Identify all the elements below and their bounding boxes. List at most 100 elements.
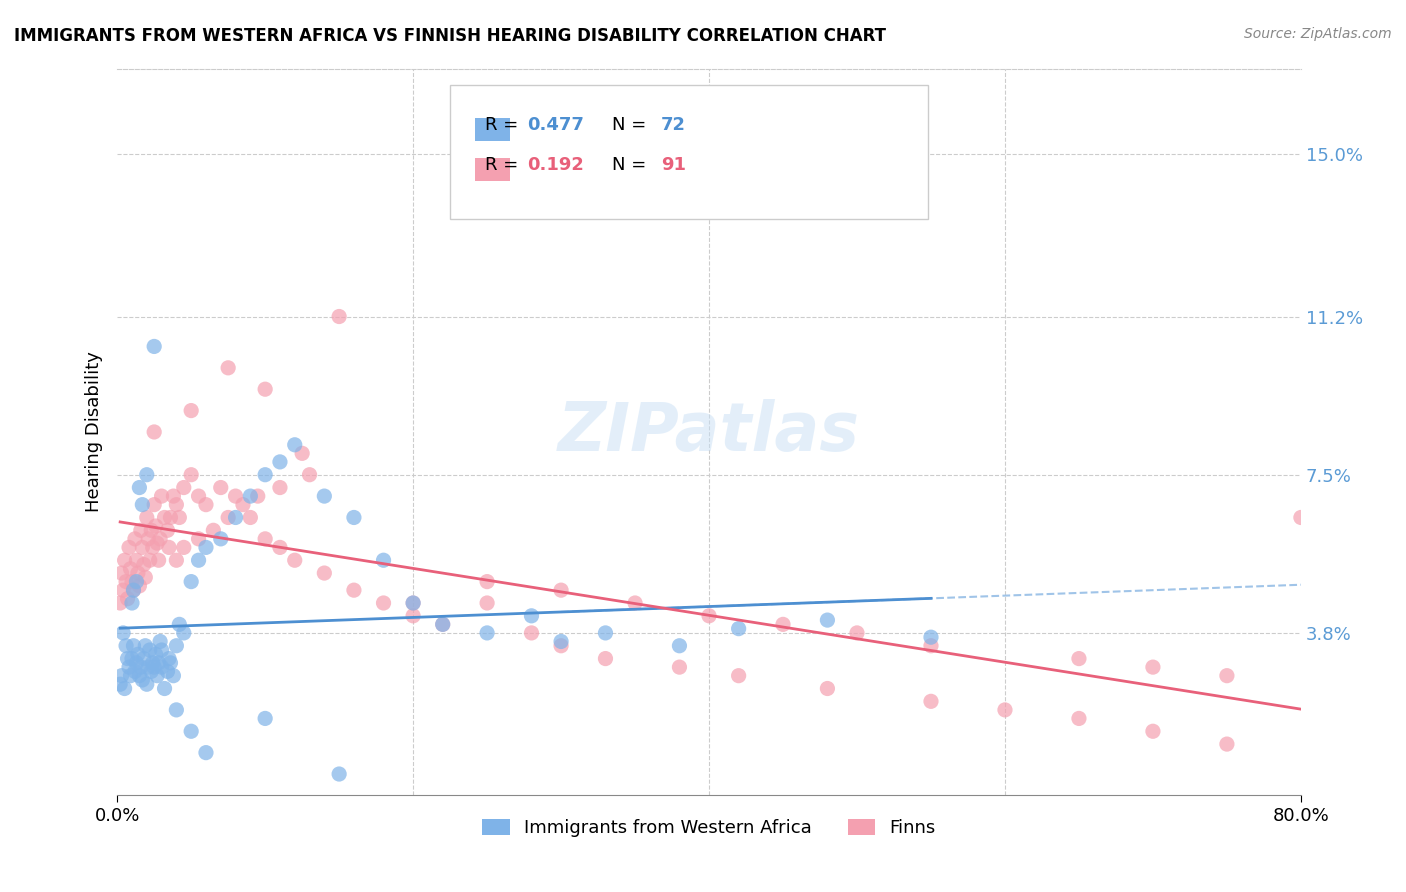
Point <box>239 510 262 524</box>
Point <box>156 665 179 679</box>
Point <box>187 553 209 567</box>
Point <box>194 498 217 512</box>
Point <box>1216 668 1239 682</box>
Point <box>165 639 187 653</box>
Point <box>402 596 425 610</box>
Point <box>134 639 156 653</box>
Point <box>159 656 181 670</box>
Point <box>550 634 572 648</box>
Text: 0.477: 0.477 <box>527 116 583 134</box>
Point <box>432 617 454 632</box>
Point <box>122 639 145 653</box>
Point <box>114 553 136 567</box>
Point <box>284 553 307 567</box>
Point <box>169 617 191 632</box>
Legend: Immigrants from Western Africa, Finns: Immigrants from Western Africa, Finns <box>475 812 943 845</box>
Point <box>129 524 152 538</box>
Point <box>157 541 180 555</box>
Point <box>150 660 173 674</box>
Point <box>139 643 162 657</box>
Point <box>149 634 172 648</box>
Point <box>624 596 647 610</box>
Point <box>111 566 134 580</box>
Point <box>149 532 172 546</box>
Point <box>846 626 869 640</box>
Point <box>432 617 454 632</box>
Point <box>1142 724 1164 739</box>
Point <box>135 467 157 482</box>
Point <box>180 467 202 482</box>
Point <box>475 626 498 640</box>
Point <box>117 651 139 665</box>
Text: 0.192: 0.192 <box>527 156 583 174</box>
Point <box>128 668 150 682</box>
Point <box>772 617 794 632</box>
Point <box>402 596 425 610</box>
Point <box>131 541 153 555</box>
Point <box>136 532 159 546</box>
Point <box>120 562 142 576</box>
Text: N =: N = <box>612 116 651 134</box>
Point <box>328 767 350 781</box>
Point <box>157 651 180 665</box>
Text: Source: ZipAtlas.com: Source: ZipAtlas.com <box>1244 27 1392 41</box>
Text: R =: R = <box>485 116 524 134</box>
Point <box>920 694 942 708</box>
Point <box>145 519 167 533</box>
Point <box>217 360 239 375</box>
Point <box>146 668 169 682</box>
Point <box>697 608 720 623</box>
Text: 72: 72 <box>661 116 686 134</box>
Point <box>668 639 690 653</box>
Point <box>165 703 187 717</box>
Point <box>122 583 145 598</box>
Text: R =: R = <box>485 156 524 174</box>
Point <box>314 489 336 503</box>
Point <box>165 498 187 512</box>
Point <box>194 541 217 555</box>
Point <box>165 553 187 567</box>
Point <box>143 425 166 439</box>
Point <box>121 574 143 589</box>
Point <box>156 524 179 538</box>
Text: N =: N = <box>612 156 651 174</box>
Point <box>1067 711 1090 725</box>
Text: ZIPatlas: ZIPatlas <box>558 399 860 465</box>
Point <box>254 711 277 725</box>
Point <box>115 574 138 589</box>
Point <box>162 668 184 682</box>
Point <box>291 446 314 460</box>
Point <box>150 489 173 503</box>
Point <box>135 677 157 691</box>
Point <box>269 455 291 469</box>
Point <box>254 382 277 396</box>
Point <box>153 510 176 524</box>
Point <box>1289 510 1312 524</box>
Point <box>136 660 159 674</box>
Point <box>115 639 138 653</box>
Point <box>225 489 247 503</box>
Point <box>180 724 202 739</box>
Point <box>145 648 167 662</box>
Point <box>118 541 141 555</box>
Point <box>920 639 942 653</box>
Point <box>373 553 395 567</box>
Point <box>373 596 395 610</box>
Point <box>125 656 148 670</box>
Point <box>114 681 136 696</box>
Point <box>146 536 169 550</box>
Point <box>328 310 350 324</box>
Point <box>187 489 209 503</box>
Point <box>117 591 139 606</box>
Point <box>298 467 321 482</box>
Point <box>232 498 254 512</box>
Point <box>162 489 184 503</box>
Point <box>173 541 195 555</box>
Point <box>343 510 366 524</box>
Point <box>314 566 336 580</box>
Point <box>127 648 149 662</box>
Point <box>209 481 232 495</box>
Point <box>148 553 170 567</box>
Point <box>187 532 209 546</box>
Point <box>239 489 262 503</box>
